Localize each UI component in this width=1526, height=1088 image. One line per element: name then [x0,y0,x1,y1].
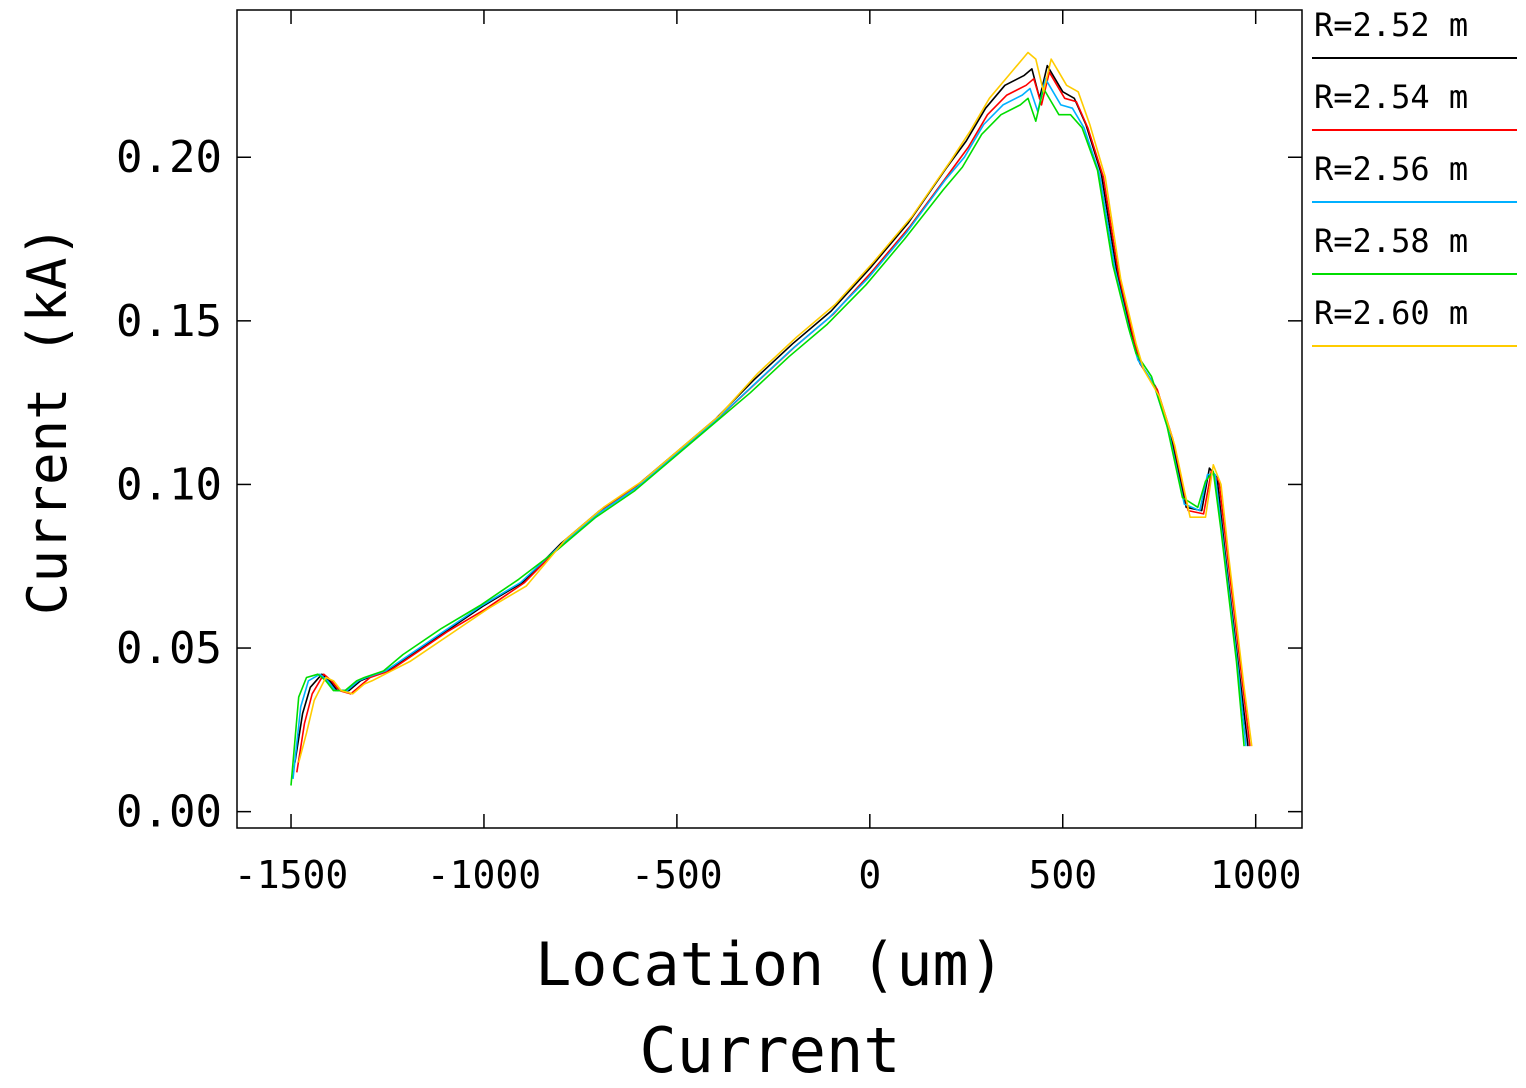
x-tick-label: -500 [631,853,723,897]
y-tick-label: 0.00 [116,787,222,838]
series-layer [290,51,1253,786]
x-tick-label: 0 [858,853,881,897]
legend: R=2.52 m R=2.54 m R=2.56 m R=2.58 m R=2.60 m [1312,6,1517,347]
legend-label: R=2.54 m [1314,78,1468,116]
y-tick-label: 0.20 [116,132,222,183]
legend-label: R=2.52 m [1314,6,1468,44]
x-tick-label: -1500 [234,853,348,897]
axis-layer: -1500 -1000 -500 0 500 1000 0.00 0.05 0.10 0.15 0.… [116,10,1302,897]
series-line-2 [296,71,1251,773]
x-tick-label: -1000 [427,853,541,897]
y-tick-label: 0.10 [116,459,222,510]
legend-label: R=2.58 m [1314,222,1468,260]
legend-label: R=2.56 m [1314,150,1468,188]
plot-frame [236,9,1303,829]
x-axis-label: Location (um) [535,930,1005,1000]
y-tick-label: 0.15 [116,296,222,347]
y-tick-label: 0.05 [116,623,222,674]
chart-title: Current [639,1014,900,1087]
series-line-5 [297,51,1253,763]
legend-label: R=2.60 m [1314,294,1468,332]
y-axis-label: Current (kA) [16,225,79,615]
x-tick-label: 1000 [1210,853,1302,897]
series-line-4 [290,87,1245,786]
series-line-1 [294,64,1249,763]
x-tick-label: 500 [1028,853,1097,897]
